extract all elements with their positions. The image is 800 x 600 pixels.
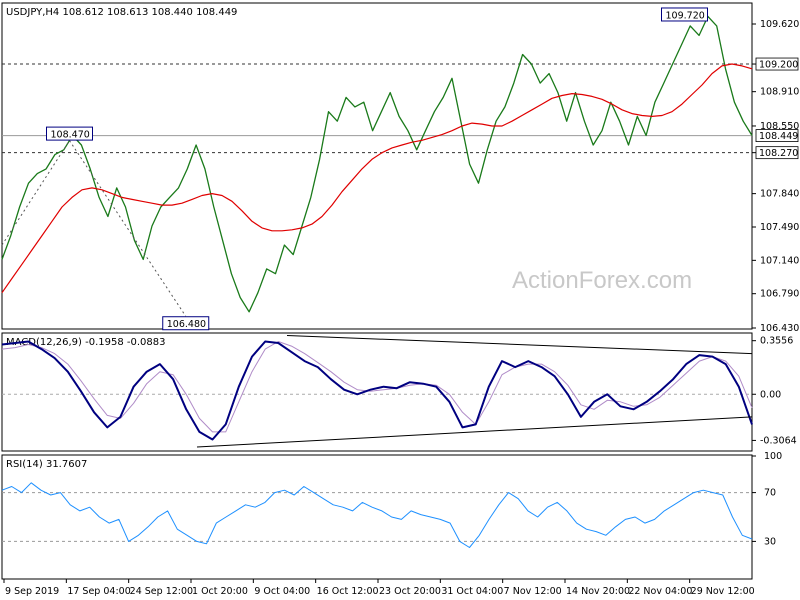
price-annotation-box: [46, 126, 93, 141]
moving-average-line: [1, 63, 753, 294]
level-price-box: [755, 129, 799, 143]
macd-ytick-label: -0.3064: [760, 435, 797, 446]
xtick-label: 16 Oct 12:00: [317, 586, 379, 597]
level-price-label: 108.270: [759, 148, 798, 159]
macd-signal-line: [1, 341, 753, 433]
price-panel-frame: [1, 2, 753, 330]
xtick-label: 17 Sep 04:00: [67, 586, 130, 597]
xtick-label: 23 Oct 20:00: [379, 586, 441, 597]
price-ytick-label: 109.620: [760, 19, 799, 30]
price-ytick-label: 108.550: [760, 121, 799, 132]
rsi-line: [1, 482, 753, 548]
level-price-box: [755, 146, 799, 160]
price-ytick-label: 108.910: [760, 87, 799, 98]
rsi-ytick-label: 100: [764, 451, 782, 462]
xtick-label: 9 Oct 04:00: [254, 586, 310, 597]
macd-panel-header: MACD(12,26,9) -0.1958 -0.0883: [6, 337, 166, 348]
xtick-label: 1 Oct 20:00: [192, 586, 248, 597]
macd-ytick-label: 0.00: [760, 389, 781, 400]
xtick-label: 31 Oct 04:00: [441, 586, 503, 597]
level-price-box: [755, 57, 799, 71]
macd-line: [1, 340, 753, 441]
swing-line: [69, 140, 187, 317]
macd-ytick-label: 0.3556: [760, 336, 793, 347]
price-annotation-label: 106.480: [167, 319, 206, 330]
macd-panel-frame: [1, 332, 753, 452]
rsi-panel-header: RSI(14) 31.7607: [6, 459, 87, 470]
price-ytick-label: 107.490: [760, 222, 799, 233]
xtick-label: 22 Nov 04:00: [628, 586, 692, 597]
xtick-label: 9 Sep 2019: [5, 586, 59, 597]
macd-trendline: [286, 335, 753, 355]
price-ytick-label: 106.790: [760, 289, 799, 300]
price-ytick-label: 107.840: [760, 189, 799, 200]
rsi-ytick-label: 30: [764, 536, 776, 547]
rsi-ytick-label: 70: [764, 488, 776, 499]
xtick-label: 7 Nov 12:00: [504, 586, 562, 597]
level-price-label: 108.449: [759, 131, 798, 142]
price-panel-header: USDJPY,H4 108.612 108.613 108.440 108.44…: [6, 7, 237, 18]
price-annotation-label: 109.720: [666, 10, 705, 21]
rsi-panel-frame: [1, 454, 753, 580]
xtick-label: 29 Nov 12:00: [691, 586, 755, 597]
swing-line: [1, 140, 70, 246]
price-annotation-box: [162, 316, 210, 331]
price-annotation-box: [661, 7, 708, 22]
watermark: ActionForex.com: [512, 267, 692, 294]
xtick-label: 24 Sep 12:00: [130, 586, 193, 597]
xtick-label: 14 Nov 20:00: [566, 586, 630, 597]
level-price-label: 109.200: [759, 60, 798, 71]
price-annotation-label: 108.470: [51, 130, 90, 141]
price-ytick-label: 107.140: [760, 255, 799, 266]
price-series-line: [1, 15, 753, 313]
macd-trendline: [196, 416, 753, 448]
price-ytick-label: 106.430: [760, 323, 799, 334]
